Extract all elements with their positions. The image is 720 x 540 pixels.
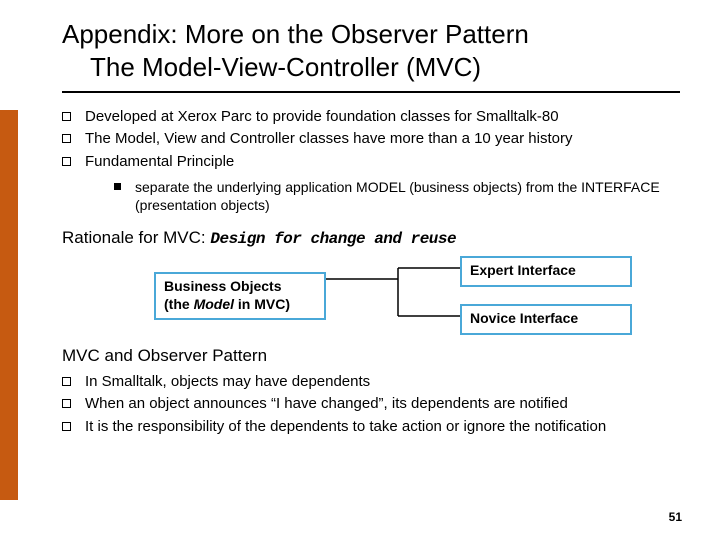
- rationale-tagline: Design for change and reuse: [210, 230, 456, 248]
- solid-square-icon: [114, 183, 121, 190]
- slide-content: Developed at Xerox Parc to provide found…: [0, 93, 720, 437]
- bullet-item: The Model, View and Controller classes h…: [62, 129, 682, 149]
- bullet-item: In Smalltalk, objects may have dependent…: [62, 372, 682, 392]
- box-expert-interface: Expert Interface: [460, 256, 632, 287]
- hollow-square-icon: [62, 112, 71, 121]
- bullet-item: It is the responsibility of the dependen…: [62, 417, 682, 437]
- hollow-square-icon: [62, 422, 71, 431]
- bullet-text: The Model, View and Controller classes h…: [85, 129, 572, 149]
- box-left-line2-pre: (the: [164, 296, 194, 312]
- rationale-label: Rationale for MVC:: [62, 228, 206, 247]
- box-r2-text: Novice Interface: [470, 310, 578, 326]
- box-left-line2-post: in MVC): [234, 296, 290, 312]
- section-heading-2: MVC and Observer Pattern: [62, 346, 682, 366]
- title-line-2: The Model-View-Controller (MVC): [62, 51, 680, 84]
- bullet-text: It is the responsibility of the dependen…: [85, 417, 606, 437]
- bullet-text: Developed at Xerox Parc to provide found…: [85, 107, 559, 127]
- bullet-item: When an object announces “I have changed…: [62, 394, 682, 414]
- box-left-line1: Business Objects: [164, 278, 282, 294]
- bullet-text: In Smalltalk, objects may have dependent…: [85, 372, 370, 392]
- hollow-square-icon: [62, 157, 71, 166]
- accent-sidebar: [0, 110, 18, 500]
- hollow-square-icon: [62, 399, 71, 408]
- hollow-square-icon: [62, 377, 71, 386]
- bullet-item: Developed at Xerox Parc to provide found…: [62, 107, 682, 127]
- box-r1-text: Expert Interface: [470, 262, 576, 278]
- title-line-1: Appendix: More on the Observer Pattern: [62, 18, 680, 51]
- bullet-text: Fundamental Principle: [85, 152, 234, 172]
- title-block: Appendix: More on the Observer Pattern T…: [0, 0, 720, 87]
- box-novice-interface: Novice Interface: [460, 304, 632, 335]
- page-number: 51: [669, 510, 682, 524]
- sub-bullet-text: separate the underlying application MODE…: [135, 178, 682, 214]
- box-left-line2-em: Model: [194, 296, 234, 312]
- mvc-diagram: Business Objects (the Model in MVC) Expe…: [62, 254, 682, 342]
- box-business-objects: Business Objects (the Model in MVC): [154, 272, 326, 320]
- hollow-square-icon: [62, 134, 71, 143]
- rationale-heading: Rationale for MVC: Design for change and…: [62, 228, 682, 248]
- bullet-item: Fundamental Principle: [62, 152, 682, 172]
- sub-bullet-item: separate the underlying application MODE…: [114, 178, 682, 214]
- bullet-text: When an object announces “I have changed…: [85, 394, 568, 414]
